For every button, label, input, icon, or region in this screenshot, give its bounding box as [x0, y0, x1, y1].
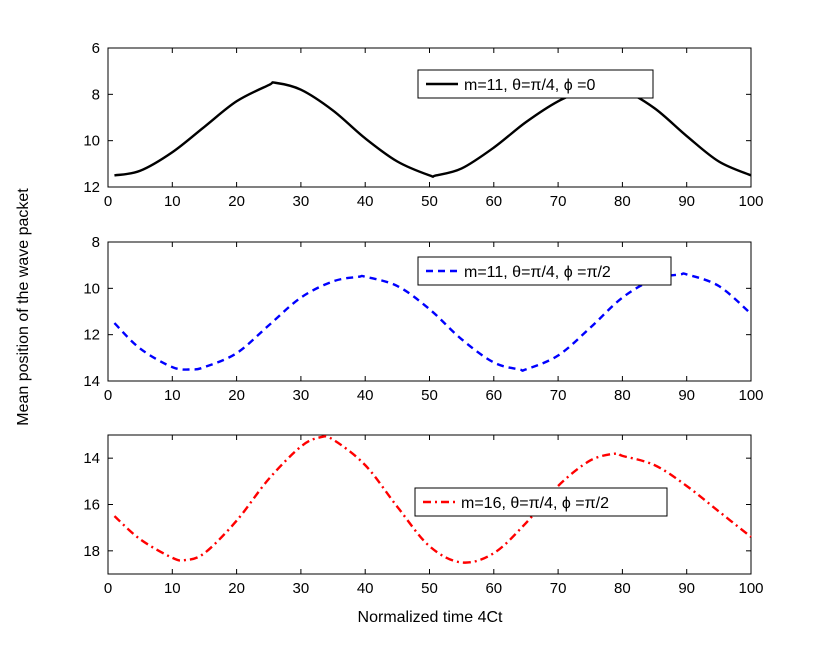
x-tick-label: 100: [738, 387, 763, 404]
x-tick-label: 10: [164, 387, 181, 404]
y-tick-label: 18: [83, 543, 100, 560]
y-tick-label: 14: [83, 450, 100, 467]
x-tick-label: 10: [164, 580, 181, 597]
y-tick-label: 12: [83, 179, 100, 196]
x-tick-label: 60: [485, 387, 502, 404]
y-tick-label: 8: [92, 86, 100, 103]
x-tick-label: 100: [738, 580, 763, 597]
x-tick-label: 30: [293, 580, 310, 597]
x-tick-label: 90: [678, 193, 695, 210]
x-tick-label: 10: [164, 193, 181, 210]
y-tick-label: 6: [92, 40, 100, 57]
x-tick-label: 80: [614, 193, 631, 210]
series-line: [113, 272, 752, 372]
x-tick-label: 60: [485, 580, 502, 597]
x-tick-label: 20: [228, 387, 245, 404]
x-tick-label: 20: [228, 193, 245, 210]
legend-label: m=11, θ=π/4, ϕ =π/2: [464, 264, 611, 281]
x-tick-label: 40: [357, 580, 374, 597]
x-tick-label: 40: [357, 387, 374, 404]
x-tick-label: 70: [550, 193, 567, 210]
x-tick-label: 80: [614, 387, 631, 404]
x-tick-label: 90: [678, 387, 695, 404]
x-tick-label: 90: [678, 580, 695, 597]
x-tick-label: 70: [550, 580, 567, 597]
y-tick-label: 10: [83, 133, 100, 150]
x-tick-label: 70: [550, 387, 567, 404]
x-tick-label: 50: [421, 387, 438, 404]
y-tick-label: 8: [92, 234, 100, 251]
x-tick-label: 0: [104, 580, 112, 597]
legend-label: m=11, θ=π/4, ϕ =0: [464, 77, 595, 94]
x-tick-label: 20: [228, 580, 245, 597]
x-tick-label: 50: [421, 580, 438, 597]
y-tick-label: 14: [83, 373, 100, 390]
x-axis-title: Normalized time 4Ct: [358, 609, 503, 626]
legend-label: m=16, θ=π/4, ϕ =π/2: [461, 495, 609, 512]
x-tick-label: 0: [104, 387, 112, 404]
x-tick-label: 60: [485, 193, 502, 210]
x-tick-label: 30: [293, 193, 310, 210]
subplot-1: 0 10 20 30 40 50 60 70 80 90 100 6 8 10 12 m=11, θ=π/4,…: [83, 40, 763, 210]
y-tick-label: 12: [83, 327, 100, 344]
x-tick-label: 30: [293, 387, 310, 404]
x-tick-label: 80: [614, 580, 631, 597]
subplot-2: 0 10 20 30 40 50 60 70 80 90 100 8 10 12 14 m=11, θ=π/4…: [83, 234, 763, 404]
legend: m=11, θ=π/4, ϕ =π/2: [417, 256, 672, 286]
x-tick-label: 0: [104, 193, 112, 210]
legend: m=16, θ=π/4, ϕ =π/2: [414, 487, 668, 517]
legend-box: [414, 487, 668, 517]
series-line: [113, 435, 752, 564]
y-tick-label: 10: [83, 280, 100, 297]
y-axis-title: Mean position of the wave packet: [15, 188, 32, 426]
y-tick-label: 16: [83, 497, 100, 514]
x-tick-label: 40: [357, 193, 374, 210]
x-tick-label: 50: [421, 193, 438, 210]
legend-box: [417, 256, 672, 286]
legend: m=11, θ=π/4, ϕ =0: [417, 69, 654, 99]
axes-frame: [107, 47, 752, 188]
subplot-3: 0 10 20 30 40 50 60 70 80 90 100 14 16 18 m=16, θ=π/4,…: [83, 434, 764, 597]
x-tick-label: 100: [738, 193, 763, 210]
